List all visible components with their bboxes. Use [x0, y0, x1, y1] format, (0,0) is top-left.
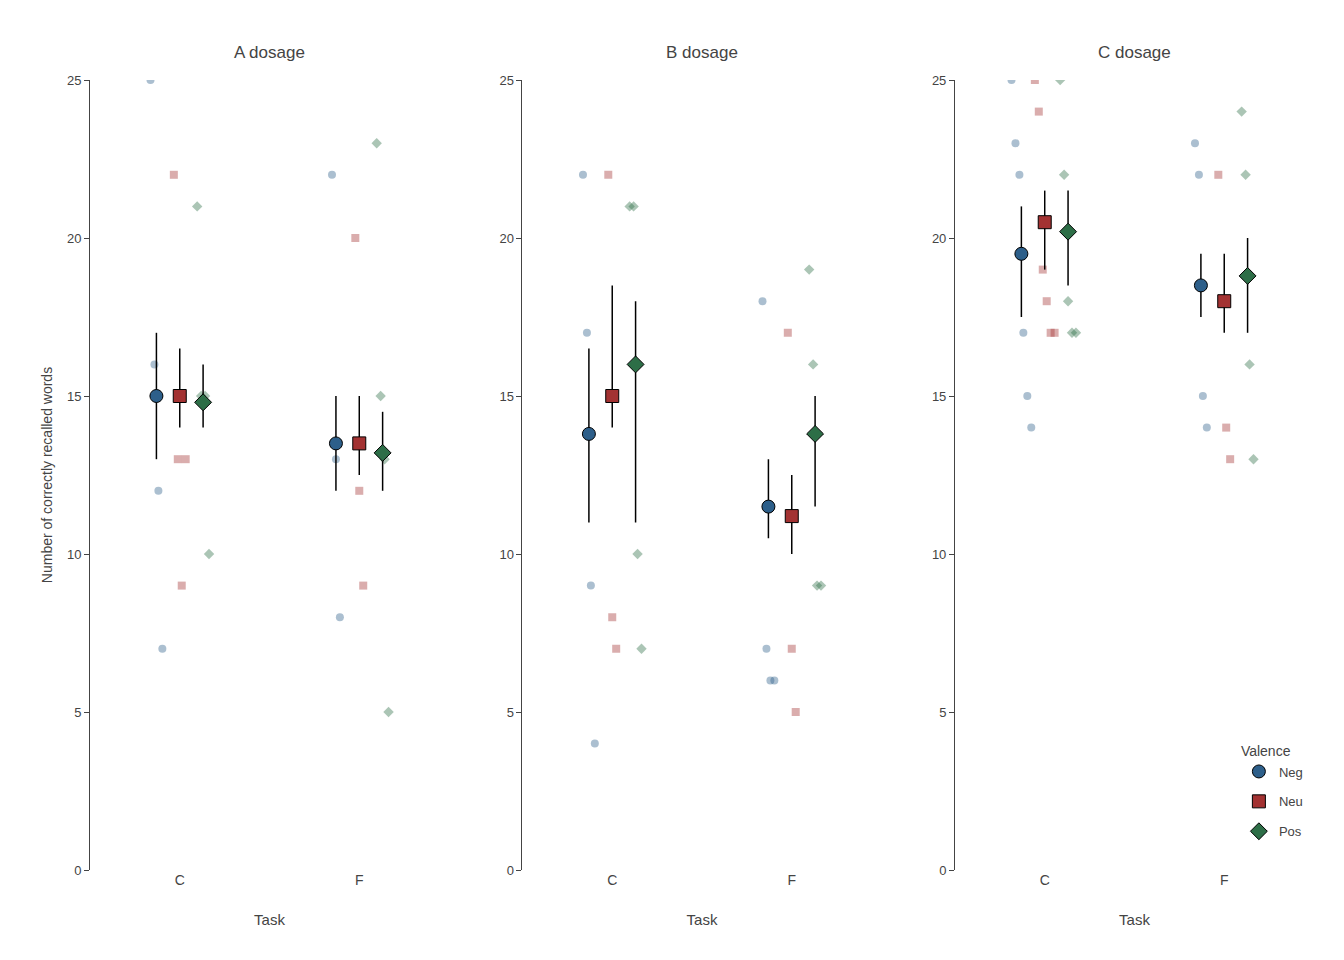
svg-text:0: 0 [939, 863, 946, 878]
svg-text:15: 15 [67, 389, 81, 404]
svg-text:Valence: Valence [1241, 744, 1291, 760]
svg-text:15: 15 [499, 389, 513, 404]
svg-text:0: 0 [74, 863, 81, 878]
svg-text:Task: Task [687, 911, 718, 928]
svg-text:0: 0 [507, 863, 514, 878]
svg-text:25: 25 [932, 73, 946, 88]
svg-text:25: 25 [67, 73, 81, 88]
svg-text:Neu: Neu [1279, 794, 1303, 809]
svg-text:20: 20 [499, 231, 513, 246]
svg-text:A dosage: A dosage [234, 43, 305, 62]
svg-text:10: 10 [67, 547, 81, 562]
svg-text:5: 5 [507, 705, 514, 720]
svg-text:Pos: Pos [1279, 824, 1302, 839]
svg-text:C: C [607, 872, 617, 888]
svg-text:Task: Task [254, 911, 285, 928]
svg-text:10: 10 [932, 547, 946, 562]
svg-text:F: F [355, 872, 364, 888]
svg-text:C: C [175, 872, 185, 888]
svg-text:10: 10 [499, 547, 513, 562]
svg-text:Number of correctly recalled w: Number of correctly recalled words [39, 367, 55, 583]
svg-text:20: 20 [67, 231, 81, 246]
svg-text:C: C [1040, 872, 1050, 888]
svg-text:C dosage: C dosage [1098, 43, 1171, 62]
svg-text:B dosage: B dosage [666, 43, 738, 62]
svg-text:Task: Task [1119, 911, 1150, 928]
svg-text:20: 20 [932, 231, 946, 246]
svg-text:15: 15 [932, 389, 946, 404]
svg-text:5: 5 [939, 705, 946, 720]
svg-text:F: F [787, 872, 796, 888]
svg-text:25: 25 [499, 73, 513, 88]
svg-text:5: 5 [74, 705, 81, 720]
svg-text:Neg: Neg [1279, 765, 1303, 780]
svg-text:F: F [1220, 872, 1229, 888]
